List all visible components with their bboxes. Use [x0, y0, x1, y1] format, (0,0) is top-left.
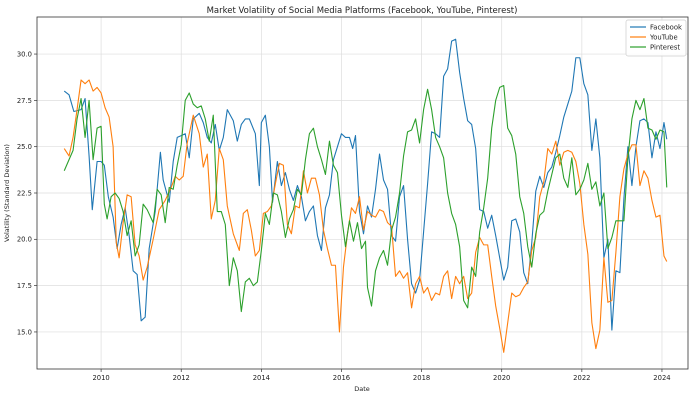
- x-tick-label: 2014: [253, 374, 270, 382]
- x-tick-label: 2016: [333, 374, 350, 382]
- grid: [37, 17, 688, 369]
- x-axis-label: Date: [354, 385, 370, 393]
- legend-label-youtube: YouTube: [649, 34, 678, 42]
- x-tick-label: 2022: [573, 374, 590, 382]
- x-tick-label: 2012: [173, 374, 190, 382]
- y-tick-label: 20.0: [17, 236, 32, 244]
- chart-title: Market Volatility of Social Media Platfo…: [207, 6, 518, 16]
- x-tick-label: 2024: [653, 374, 670, 382]
- legend-label-pinterest: Pinterest: [650, 44, 680, 52]
- x-tick-label: 2010: [92, 374, 109, 382]
- series-lines: [63, 38, 668, 353]
- series-line-pinterest: [63, 85, 668, 313]
- y-axis-ticks: 15.0 17.5 20.0 22.5 25.0 27.5 30.0: [17, 50, 37, 336]
- y-tick-label: 17.5: [17, 282, 32, 290]
- y-tick-label: 27.5: [17, 97, 32, 105]
- legend: Facebook YouTube Pinterest: [625, 19, 687, 57]
- x-tick-label: 2020: [493, 374, 510, 382]
- y-tick-label: 15.0: [17, 328, 32, 336]
- y-tick-label: 22.5: [17, 189, 32, 197]
- x-tick-label: 2018: [413, 374, 430, 382]
- y-tick-label: 25.0: [17, 143, 32, 151]
- x-axis-ticks: 2010 2012 2014 2016 2018 2020 2022 2024: [92, 369, 671, 382]
- legend-label-facebook: Facebook: [650, 24, 682, 32]
- y-axis-label: Volatility (Standard Deviation): [3, 144, 11, 242]
- y-tick-label: 30.0: [17, 50, 32, 58]
- series-line-facebook: [63, 38, 668, 331]
